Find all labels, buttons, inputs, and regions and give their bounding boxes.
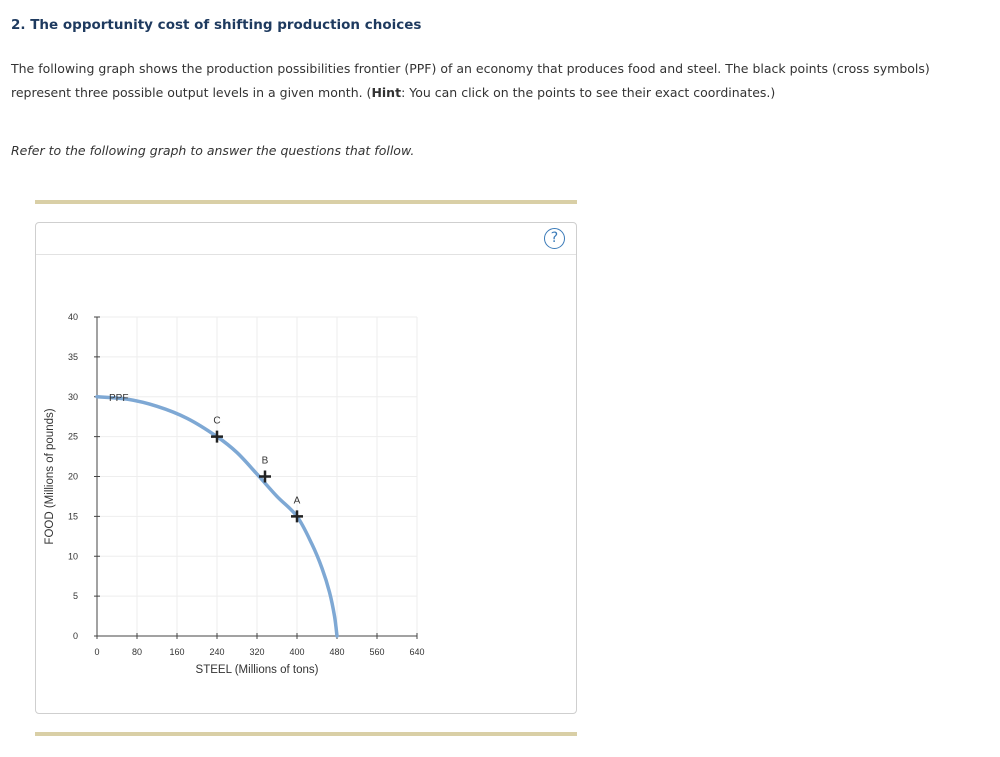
x-tick-label: 320	[249, 647, 264, 657]
point-label-c: C	[213, 416, 220, 427]
x-tick-label: 240	[209, 647, 224, 657]
graph-panel: ? 0 80 160 240 320 400 480 560 640 0 5 10 15 20 25 30 35…	[35, 222, 577, 714]
x-tick-label: 560	[369, 647, 384, 657]
ppf-curve-label: PPF	[109, 393, 128, 404]
top-divider-rule	[35, 200, 577, 204]
y-tick-label: 25	[68, 432, 78, 442]
x-axis-label: STEEL (Millions of tons)	[196, 664, 319, 676]
y-tick-label: 40	[68, 312, 78, 322]
refer-instruction: Refer to the following graph to answer t…	[11, 143, 415, 158]
y-tick-label: 35	[68, 352, 78, 362]
question-text-part1: The following graph shows the production…	[11, 61, 930, 100]
x-tick-label: 160	[169, 647, 184, 657]
point-label-a: A	[294, 495, 301, 506]
ppf-curve	[95, 395, 339, 638]
x-tick-label: 480	[329, 647, 344, 657]
question-text: The following graph shows the production…	[11, 57, 971, 105]
bottom-divider-rule	[35, 732, 577, 736]
x-tick-label: 0	[94, 647, 99, 657]
y-tick-label: 10	[68, 551, 78, 561]
point-c[interactable]	[211, 430, 223, 443]
question-text-part2: : You can click on the points to see the…	[401, 85, 776, 100]
point-a[interactable]	[291, 510, 303, 523]
question-title: 2. The opportunity cost of shifting prod…	[11, 17, 422, 33]
ppf-chart: 0 80 160 240 320 400 480 560 640 0 5 10 15 20 25 30 35 40…	[44, 312, 425, 676]
y-tick-label: 30	[68, 392, 78, 402]
y-tick-label: 15	[68, 511, 78, 521]
point-label-b: B	[262, 456, 269, 467]
question-circle-icon[interactable]: ?	[544, 228, 565, 249]
y-axis-label: FOOD (Millions of pounds)	[44, 408, 56, 544]
point-b[interactable]	[259, 470, 271, 483]
x-tick-label: 400	[289, 647, 304, 657]
y-tick-label: 5	[73, 591, 78, 601]
hint-label: Hint	[371, 85, 402, 100]
y-tick-label: 20	[68, 472, 78, 482]
x-tick-label: 80	[132, 647, 142, 657]
y-tick-label: 0	[73, 631, 78, 641]
x-tick-label: 640	[409, 647, 424, 657]
panel-header-divider	[36, 254, 576, 255]
